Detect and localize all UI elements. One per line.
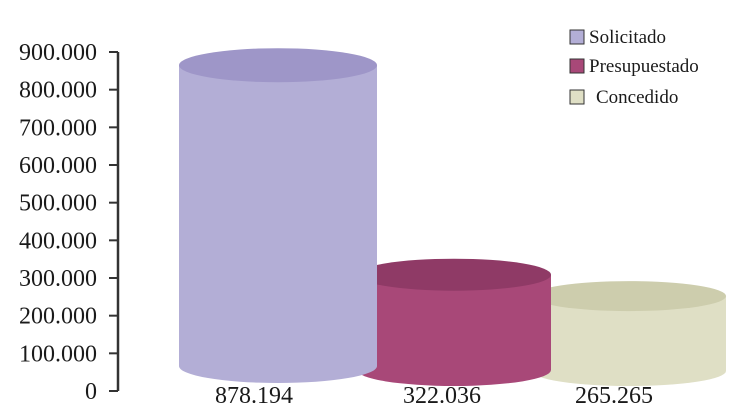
data-label-presupuestado: 322.036	[403, 383, 481, 405]
legend: Solicitado Presupuestado Concedido	[569, 27, 699, 108]
y-tick-label: 100.000	[19, 341, 97, 367]
y-tick-label: 900.000	[19, 40, 97, 66]
y-tick-label: 200.000	[19, 304, 97, 330]
legend-item-concedido: Concedido	[569, 87, 678, 108]
y-tick-label: 400.000	[19, 228, 97, 254]
bar-solicitado	[179, 65, 377, 383]
y-axis: 0 100.000 200.000 300.000 400.000 500.000 600.…	[19, 40, 120, 405]
cylinder-concedido	[532, 281, 726, 386]
legend-swatch	[569, 29, 585, 45]
cylinder-presupuestado	[357, 258, 551, 386]
legend-swatch	[569, 58, 585, 74]
legend-item-solicitado: Solicitado	[569, 27, 666, 48]
y-tick-label: 500.000	[19, 191, 97, 217]
data-label-solicitado: 878.194	[215, 383, 293, 405]
y-tick-label: 0	[85, 379, 97, 405]
bar-top-concedido	[532, 281, 726, 312]
y-tick-label: 300.000	[19, 266, 97, 292]
y-tick-label: 800.000	[19, 78, 97, 104]
data-labels: 878.194 322.036 265.265	[215, 383, 653, 405]
y-tick-label: 600.000	[19, 153, 97, 179]
bar-top-presupuestado	[357, 258, 551, 291]
data-label-concedido: 265.265	[575, 383, 653, 405]
legend-item-presupuestado: Presupuestado	[569, 56, 699, 77]
cylinder-solicitado	[179, 48, 377, 383]
cylinders	[179, 48, 726, 386]
legend-label: Concedido	[596, 87, 678, 108]
legend-label: Solicitado	[589, 27, 666, 48]
legend-label: Presupuestado	[589, 56, 699, 77]
y-tick-label: 700.000	[19, 115, 97, 141]
bar-presupuestado	[357, 274, 551, 386]
bar-top-solicitado	[179, 48, 377, 83]
legend-swatch	[569, 89, 585, 105]
bar-concedido	[532, 296, 726, 386]
